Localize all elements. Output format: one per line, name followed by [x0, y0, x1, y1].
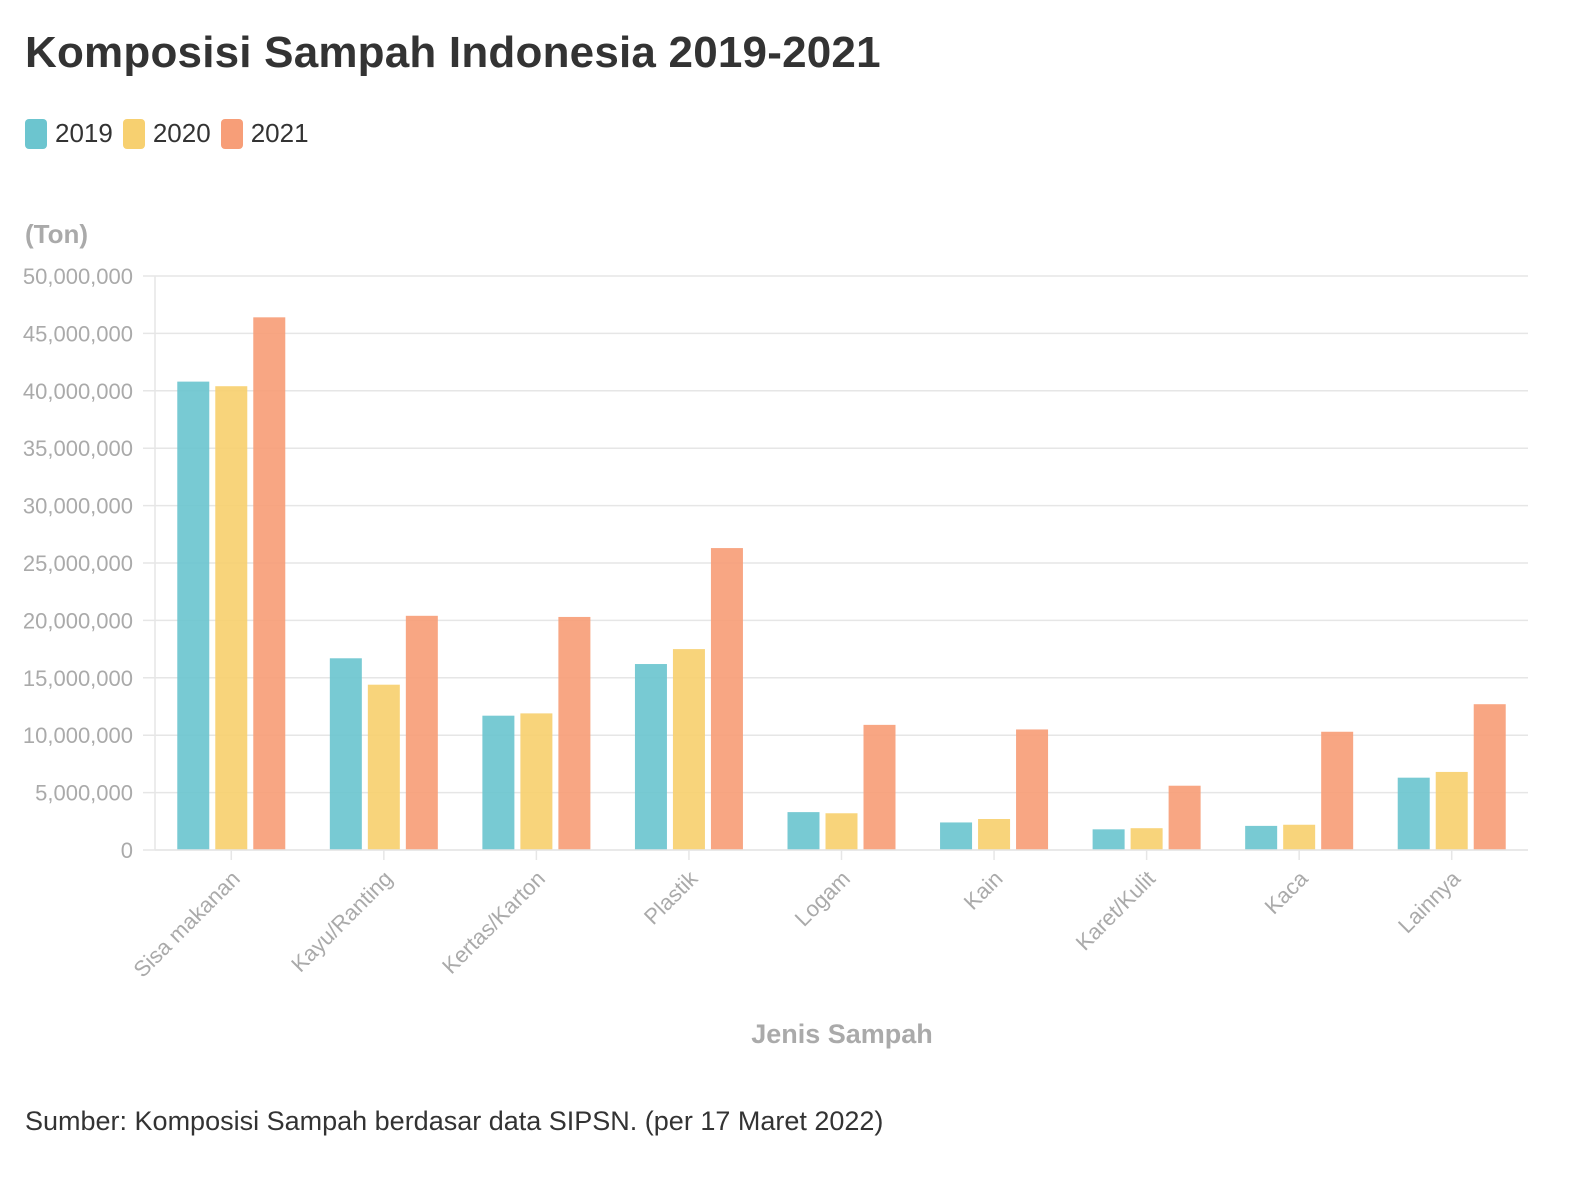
x-tick-label: Lainnya	[1393, 865, 1466, 938]
y-tick-label: 35,000,000	[23, 436, 133, 461]
bar-2020[interactable]	[215, 386, 248, 850]
y-tick-label: 5,000,000	[35, 781, 133, 806]
bar-2021[interactable]	[558, 616, 591, 850]
bar-2019[interactable]	[634, 664, 667, 850]
y-tick-label: 40,000,000	[23, 379, 133, 404]
y-tick-label: 0	[121, 838, 133, 863]
x-tick-label: Kain	[959, 866, 1008, 915]
bar-2019[interactable]	[1245, 825, 1278, 850]
legend-item-2020[interactable]: 2020	[122, 118, 211, 149]
bar-2019[interactable]	[482, 715, 515, 850]
bar-2021[interactable]	[710, 548, 743, 850]
bar-2021[interactable]	[253, 317, 286, 850]
bar-2020[interactable]	[520, 713, 553, 850]
bar-2019[interactable]	[329, 658, 362, 850]
bar-2020[interactable]	[978, 819, 1011, 850]
y-tick-label: 10,000,000	[23, 723, 133, 748]
bar-2021[interactable]	[863, 724, 896, 850]
legend-label-2019: 2019	[55, 118, 113, 148]
legend-swatch-2019	[25, 118, 47, 149]
legend-label-2021: 2021	[250, 118, 309, 148]
bar-2020[interactable]	[1283, 824, 1316, 850]
bar-2020[interactable]	[825, 813, 858, 850]
bar-2020[interactable]	[672, 649, 705, 850]
x-tick-label: Kayu/Ranting	[286, 866, 397, 977]
x-tick-label: Logam	[790, 866, 855, 931]
bar-2020[interactable]	[367, 684, 400, 850]
legend: 2019 2020 2021	[25, 118, 311, 149]
y-axis-label: (Ton)	[25, 219, 88, 249]
bar-2019[interactable]	[940, 822, 973, 850]
y-tick-label: 50,000,000	[23, 264, 133, 289]
y-tick-label: 30,000,000	[23, 494, 133, 519]
bars-layer	[177, 317, 1506, 850]
source-note: Sumber: Komposisi Sampah berdasar data S…	[25, 1106, 884, 1136]
legend-swatch-2021	[220, 118, 243, 149]
axis-layer: 0 5,000,000 10,000,000 15,000,000 20,000,000…	[23, 264, 1528, 982]
chart-title: Komposisi Sampah Indonesia 2019-2021	[25, 28, 881, 77]
bar-2021[interactable]	[405, 615, 438, 850]
bar-2020[interactable]	[1435, 771, 1468, 850]
bar-2020[interactable]	[1130, 828, 1163, 850]
y-tick-label: 25,000,000	[23, 551, 133, 576]
y-tick-label: 20,000,000	[23, 608, 133, 633]
x-tick-label: Kertas/Karton	[437, 866, 550, 979]
legend-item-2019[interactable]: 2019	[25, 118, 113, 149]
legend-swatch-2020	[122, 118, 145, 149]
bar-chart: 0 5,000,000 10,000,000 15,000,000 20,000,000…	[23, 219, 1528, 1049]
x-tick-label: Karet/Kulit	[1071, 866, 1160, 955]
bar-2021[interactable]	[1321, 731, 1354, 850]
bar-2021[interactable]	[1016, 729, 1049, 850]
y-tick-label: 45,000,000	[23, 321, 133, 346]
x-tick-label: Kaca	[1260, 865, 1314, 919]
x-tick-label: Sisa makanan	[129, 866, 245, 982]
x-axis-label: Jenis Sampah	[751, 1019, 933, 1049]
bar-2019[interactable]	[177, 381, 210, 850]
x-tick-label: Plastik	[639, 865, 703, 929]
bar-2019[interactable]	[787, 812, 820, 850]
bar-2021[interactable]	[1473, 704, 1506, 850]
y-tick-label: 15,000,000	[23, 666, 133, 691]
legend-label-2020: 2020	[152, 118, 211, 148]
bar-2019[interactable]	[1397, 777, 1430, 850]
legend-item-2021[interactable]: 2021	[220, 118, 309, 149]
bar-2019[interactable]	[1092, 829, 1125, 850]
bar-2021[interactable]	[1168, 785, 1201, 850]
